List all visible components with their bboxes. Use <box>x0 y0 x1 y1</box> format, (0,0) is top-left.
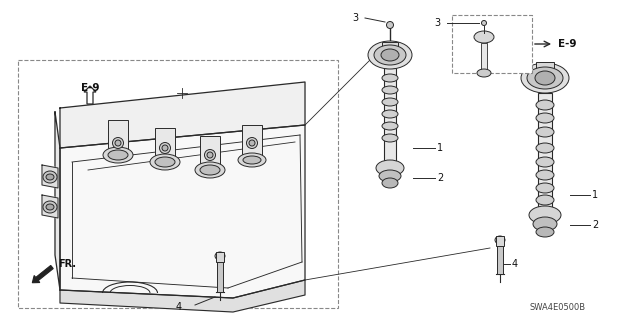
Text: FR.: FR. <box>58 259 76 269</box>
Circle shape <box>246 137 257 149</box>
Text: 3: 3 <box>434 18 440 28</box>
Text: SWA4E0500B: SWA4E0500B <box>530 303 586 313</box>
Ellipse shape <box>108 150 128 160</box>
Polygon shape <box>60 125 305 298</box>
Polygon shape <box>55 112 60 290</box>
Text: 4: 4 <box>512 259 518 269</box>
Ellipse shape <box>382 86 398 94</box>
Ellipse shape <box>243 156 261 164</box>
Ellipse shape <box>536 227 554 237</box>
FancyArrow shape <box>32 265 53 283</box>
Ellipse shape <box>43 201 57 213</box>
Ellipse shape <box>477 69 491 77</box>
Ellipse shape <box>382 178 398 188</box>
Bar <box>242 125 262 160</box>
Ellipse shape <box>536 100 554 110</box>
Ellipse shape <box>46 174 54 180</box>
Text: 2: 2 <box>592 220 598 230</box>
Ellipse shape <box>368 41 412 69</box>
Ellipse shape <box>215 252 225 260</box>
Bar <box>200 136 220 170</box>
Ellipse shape <box>536 127 554 137</box>
Bar <box>108 120 128 155</box>
Circle shape <box>159 143 170 153</box>
Ellipse shape <box>382 134 398 142</box>
Ellipse shape <box>533 217 557 231</box>
Circle shape <box>115 140 121 146</box>
Ellipse shape <box>536 143 554 153</box>
Ellipse shape <box>46 204 54 210</box>
Circle shape <box>113 137 124 149</box>
Ellipse shape <box>382 122 398 130</box>
Ellipse shape <box>536 195 554 205</box>
Polygon shape <box>60 280 305 312</box>
Circle shape <box>207 152 213 158</box>
Ellipse shape <box>529 206 561 224</box>
Circle shape <box>249 140 255 146</box>
Text: E-9: E-9 <box>81 83 99 93</box>
FancyArrow shape <box>84 86 96 104</box>
Ellipse shape <box>381 49 399 61</box>
Circle shape <box>162 145 168 151</box>
Ellipse shape <box>238 153 266 167</box>
Ellipse shape <box>200 165 220 175</box>
Bar <box>536 62 554 78</box>
Circle shape <box>387 21 394 28</box>
Ellipse shape <box>382 74 398 82</box>
Text: 2: 2 <box>437 173 444 183</box>
Bar <box>452 15 532 73</box>
Ellipse shape <box>382 110 398 118</box>
Ellipse shape <box>374 45 406 65</box>
Bar <box>481 43 487 71</box>
Bar <box>217 262 223 292</box>
Bar <box>384 68 396 163</box>
Ellipse shape <box>536 183 554 193</box>
Circle shape <box>481 20 486 26</box>
Bar <box>155 128 175 162</box>
Ellipse shape <box>495 236 505 244</box>
Ellipse shape <box>195 162 225 178</box>
Bar <box>18 60 338 308</box>
Bar <box>496 236 504 246</box>
Bar <box>216 252 224 262</box>
Bar <box>382 42 398 55</box>
Text: E-9: E-9 <box>558 39 577 49</box>
Ellipse shape <box>43 171 57 183</box>
Ellipse shape <box>535 71 555 85</box>
Ellipse shape <box>527 67 563 89</box>
Ellipse shape <box>536 113 554 123</box>
Text: 4: 4 <box>176 302 182 312</box>
Text: 1: 1 <box>592 190 598 200</box>
Bar <box>497 246 503 274</box>
Ellipse shape <box>536 170 554 180</box>
Text: 3: 3 <box>352 13 358 23</box>
Ellipse shape <box>376 160 404 176</box>
Polygon shape <box>42 165 58 188</box>
Ellipse shape <box>536 157 554 167</box>
Circle shape <box>205 150 216 160</box>
Ellipse shape <box>155 157 175 167</box>
Bar <box>538 93 552 211</box>
Ellipse shape <box>379 170 401 182</box>
Ellipse shape <box>103 147 133 163</box>
Ellipse shape <box>382 98 398 106</box>
Ellipse shape <box>474 31 494 43</box>
Polygon shape <box>60 82 305 148</box>
Polygon shape <box>42 195 58 218</box>
Text: 1: 1 <box>437 143 443 153</box>
Ellipse shape <box>150 154 180 170</box>
Ellipse shape <box>521 63 569 93</box>
